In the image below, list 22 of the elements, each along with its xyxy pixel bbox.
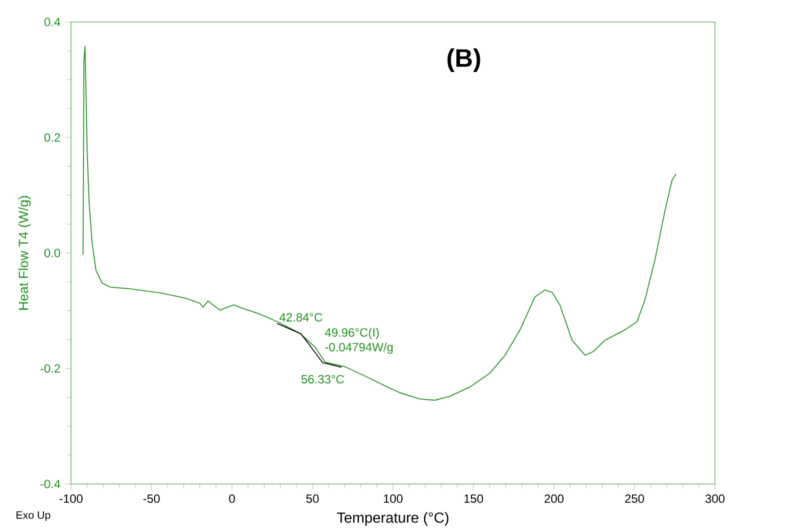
text: (B) [448,48,480,72]
y-axis-title: Heat Flow T4 (W/g) [18,196,31,310]
annotation: 49.96°C(I) -0.04794W/g [324,328,393,354]
x-tick-label: 150 [464,494,484,503]
x-axis-title: Temperature (°C) [337,512,448,526]
x-tick-label: 250 [625,494,644,503]
text: Exo Up [16,511,50,521]
y-tick-label: -0.4 [40,480,60,488]
y-tick-label: -0.2 [40,364,60,373]
annotation: 56.33°C [301,374,344,384]
x-tick-label: 0 [229,494,235,503]
line-series [82,46,676,401]
x-tick-label: -50 [143,494,160,503]
y-tick-label: 0.4 [44,18,60,26]
x-tick-label: 100 [384,494,403,503]
y-tick-label: 0.0 [44,248,60,258]
y-tick-label: 0.2 [44,133,60,142]
annotation: 42.84°C [280,313,322,322]
x-tick-label: 200 [544,494,564,503]
x-tick-label: 50 [306,494,319,503]
x-tick-label: 300 [705,494,725,503]
x-tick-label: -100 [60,494,83,503]
